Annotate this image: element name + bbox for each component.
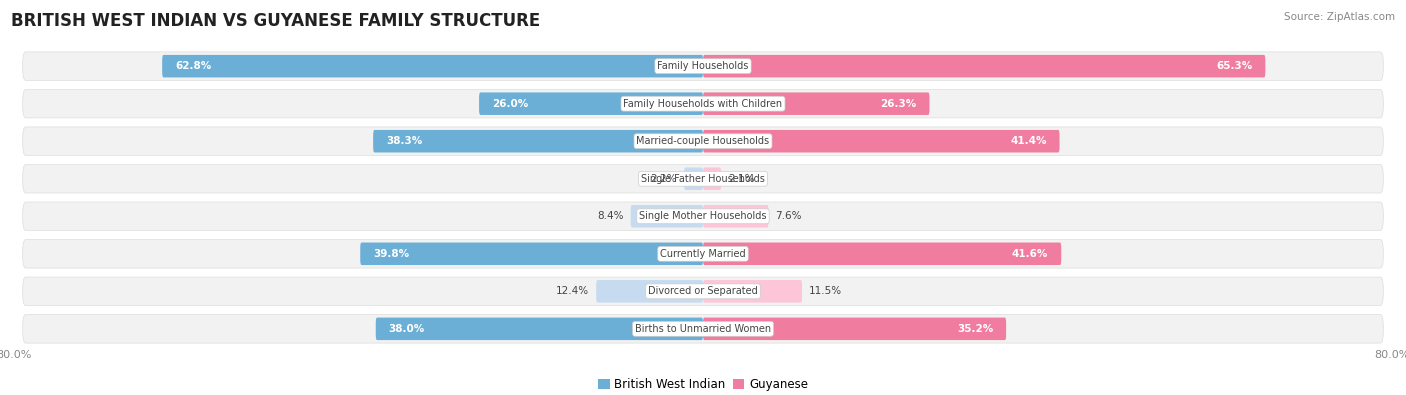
Text: Currently Married: Currently Married xyxy=(661,249,745,259)
Text: 35.2%: 35.2% xyxy=(957,324,993,334)
FancyBboxPatch shape xyxy=(703,243,1062,265)
FancyBboxPatch shape xyxy=(631,205,703,228)
FancyBboxPatch shape xyxy=(22,89,1384,118)
FancyBboxPatch shape xyxy=(703,130,1060,152)
Text: Divorced or Separated: Divorced or Separated xyxy=(648,286,758,296)
Text: Source: ZipAtlas.com: Source: ZipAtlas.com xyxy=(1284,12,1395,22)
FancyBboxPatch shape xyxy=(360,243,703,265)
FancyBboxPatch shape xyxy=(375,318,703,340)
FancyBboxPatch shape xyxy=(703,280,801,303)
FancyBboxPatch shape xyxy=(685,167,703,190)
FancyBboxPatch shape xyxy=(22,52,1384,81)
FancyBboxPatch shape xyxy=(22,202,1384,231)
Text: 39.8%: 39.8% xyxy=(373,249,409,259)
FancyBboxPatch shape xyxy=(703,92,929,115)
FancyBboxPatch shape xyxy=(373,130,703,152)
Text: Family Households: Family Households xyxy=(658,61,748,71)
Legend: British West Indian, Guyanese: British West Indian, Guyanese xyxy=(593,373,813,395)
Text: 26.3%: 26.3% xyxy=(880,99,917,109)
Text: 7.6%: 7.6% xyxy=(775,211,801,221)
Text: 2.2%: 2.2% xyxy=(651,174,678,184)
Text: 38.0%: 38.0% xyxy=(388,324,425,334)
Text: 26.0%: 26.0% xyxy=(492,99,529,109)
Text: BRITISH WEST INDIAN VS GUYANESE FAMILY STRUCTURE: BRITISH WEST INDIAN VS GUYANESE FAMILY S… xyxy=(11,12,540,30)
FancyBboxPatch shape xyxy=(22,277,1384,306)
Text: Family Households with Children: Family Households with Children xyxy=(623,99,783,109)
Text: 11.5%: 11.5% xyxy=(808,286,842,296)
FancyBboxPatch shape xyxy=(22,314,1384,343)
Text: 38.3%: 38.3% xyxy=(387,136,422,146)
Text: Single Mother Households: Single Mother Households xyxy=(640,211,766,221)
FancyBboxPatch shape xyxy=(22,164,1384,193)
Text: Births to Unmarried Women: Births to Unmarried Women xyxy=(636,324,770,334)
FancyBboxPatch shape xyxy=(162,55,703,77)
Text: 41.6%: 41.6% xyxy=(1012,249,1049,259)
FancyBboxPatch shape xyxy=(703,318,1007,340)
FancyBboxPatch shape xyxy=(596,280,703,303)
Text: 8.4%: 8.4% xyxy=(598,211,624,221)
Text: 2.1%: 2.1% xyxy=(728,174,755,184)
Text: 62.8%: 62.8% xyxy=(176,61,211,71)
FancyBboxPatch shape xyxy=(22,127,1384,156)
Text: 41.4%: 41.4% xyxy=(1010,136,1046,146)
Text: 12.4%: 12.4% xyxy=(557,286,589,296)
Text: Single Father Households: Single Father Households xyxy=(641,174,765,184)
FancyBboxPatch shape xyxy=(703,205,769,228)
FancyBboxPatch shape xyxy=(479,92,703,115)
Text: Married-couple Households: Married-couple Households xyxy=(637,136,769,146)
FancyBboxPatch shape xyxy=(703,167,721,190)
Text: 65.3%: 65.3% xyxy=(1216,61,1253,71)
FancyBboxPatch shape xyxy=(703,55,1265,77)
FancyBboxPatch shape xyxy=(22,239,1384,268)
